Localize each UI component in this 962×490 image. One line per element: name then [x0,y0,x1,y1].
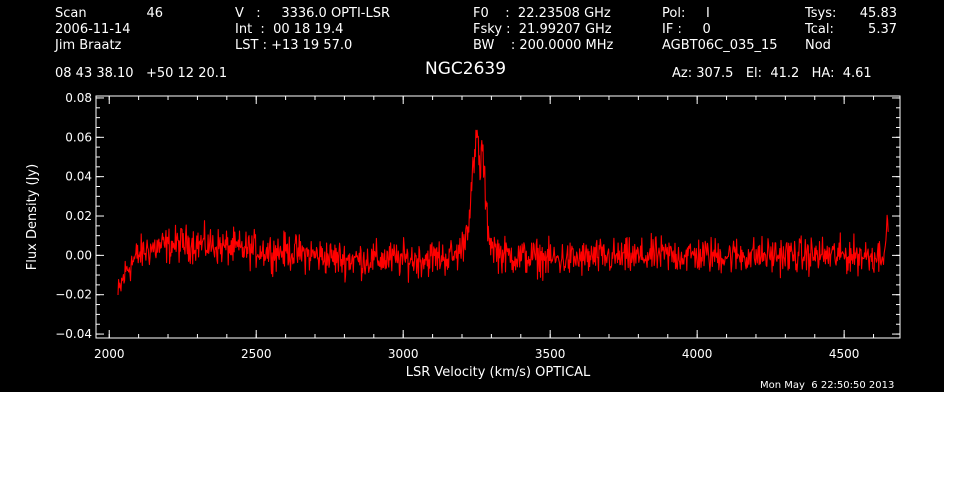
lst-readout: LST : +13 19 57.0 [235,38,353,53]
tsys-label: Tsys: [805,6,837,21]
project-id: AGBT06C_035_15 [662,38,778,53]
scan-label: Scan [55,6,87,21]
tcal-label: Tcal: [805,22,834,37]
x-tick-label: 4500 [829,347,860,361]
source-coordinates: 08 43 38.10 +50 12 20.1 [55,66,228,81]
polarization: Pol: I [662,6,710,21]
integration-time: Int : 00 18 19.4 [235,22,344,37]
tcal-value: 5.37 [868,22,897,37]
plot-timestamp: Mon May 6 22:50:50 2013 [760,380,895,391]
x-tick-label: 4000 [682,347,713,361]
y-tick-label: 0.04 [65,170,92,184]
x-tick-label: 2000 [94,347,125,361]
observing-mode: Nod [805,38,831,53]
y-tick-label: −0.02 [55,288,92,302]
source-title: NGC2639 [425,59,507,79]
plot-panel: Scan 46 2006-11-14 Jim Braatz V : 3336.0… [0,0,944,392]
tsys-value: 45.83 [859,6,897,21]
rest-frequency: F0 : 22.23508 GHz [473,6,611,21]
y-tick-label: 0.00 [65,248,92,262]
bandwidth: BW : 200.0000 MHz [473,38,614,53]
y-tick-label: 0.06 [65,130,92,144]
velocity-readout: V : 3336.0 OPTI-LSR [235,6,391,21]
x-tick-label: 3000 [388,347,419,361]
y-axis-label: Flux Density (Jy) [25,164,40,270]
x-tick-label: 3500 [535,347,566,361]
sky-frequency: Fsky : 21.99207 GHz [473,22,612,37]
if-number: IF : 0 [662,22,711,37]
x-axis-label: LSR Velocity (km/s) OPTICAL [406,365,591,380]
y-tick-label: 0.08 [65,91,92,105]
plot-frame [95,95,901,339]
spectrum-line [117,129,889,296]
observer-name: Jim Braatz [55,38,122,53]
x-tick-label: 2500 [241,347,272,361]
y-tick-label: 0.02 [65,209,92,223]
spectrum-chart: −0.04 −0.02 0.00 0.02 0.04 0.06 0.08 2000 2500 30… [25,91,901,380]
az-el-ha-readout: Az: 307.5 El: 41.2 HA: 4.61 [672,66,872,81]
observation-date: 2006-11-14 [55,22,131,37]
scan-number: 46 [146,6,163,21]
y-tick-label: −0.04 [55,327,92,341]
